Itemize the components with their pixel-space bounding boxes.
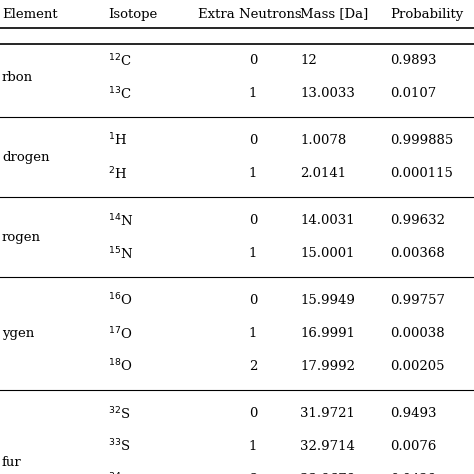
Text: 14.0031: 14.0031	[300, 214, 355, 227]
Text: 13.0033: 13.0033	[300, 87, 355, 100]
Text: 12: 12	[300, 54, 317, 67]
Text: 0: 0	[249, 214, 257, 227]
Text: $^{17}$O: $^{17}$O	[108, 325, 132, 342]
Text: $^{12}$C: $^{12}$C	[108, 52, 132, 69]
Text: Element: Element	[2, 8, 58, 20]
Text: 2: 2	[249, 360, 257, 373]
Text: 1: 1	[249, 87, 257, 100]
Text: 33.9679: 33.9679	[300, 473, 355, 474]
Text: 0: 0	[249, 134, 257, 147]
Text: 0.00368: 0.00368	[390, 247, 445, 260]
Text: $^{13}$C: $^{13}$C	[108, 85, 132, 102]
Text: 1: 1	[249, 167, 257, 180]
Text: $^{34}$S: $^{34}$S	[108, 471, 130, 474]
Text: Probability: Probability	[390, 8, 463, 20]
Text: $^{1}$H: $^{1}$H	[108, 132, 127, 149]
Text: 0: 0	[249, 407, 257, 420]
Text: 1: 1	[249, 247, 257, 260]
Text: $^{14}$N: $^{14}$N	[108, 212, 133, 229]
Text: 0.0107: 0.0107	[390, 87, 436, 100]
Text: $^{2}$H: $^{2}$H	[108, 165, 127, 182]
Text: Mass [Da]: Mass [Da]	[300, 8, 368, 20]
Text: 2.0141: 2.0141	[300, 167, 346, 180]
Text: 1: 1	[249, 327, 257, 340]
Text: 0.999885: 0.999885	[390, 134, 453, 147]
Text: $^{16}$O: $^{16}$O	[108, 292, 132, 309]
Text: 2: 2	[249, 473, 257, 474]
Text: 0.0076: 0.0076	[390, 440, 437, 453]
Text: rogen: rogen	[2, 230, 41, 244]
Text: 0.9493: 0.9493	[390, 407, 437, 420]
Text: 0.9893: 0.9893	[390, 54, 437, 67]
Text: 0.99632: 0.99632	[390, 214, 445, 227]
Text: 1.0078: 1.0078	[300, 134, 346, 147]
Text: $^{18}$O: $^{18}$O	[108, 358, 132, 375]
Text: 0: 0	[249, 54, 257, 67]
Text: 1: 1	[249, 440, 257, 453]
Text: $^{32}$S: $^{32}$S	[108, 405, 130, 422]
Text: rbon: rbon	[2, 71, 33, 83]
Text: 16.9991: 16.9991	[300, 327, 355, 340]
Text: $^{33}$S: $^{33}$S	[108, 438, 130, 455]
Text: 0.00038: 0.00038	[390, 327, 445, 340]
Text: ygen: ygen	[2, 327, 34, 340]
Text: 17.9992: 17.9992	[300, 360, 355, 373]
Text: 0.000115: 0.000115	[390, 167, 453, 180]
Text: 0.99757: 0.99757	[390, 294, 445, 307]
Text: 0.00205: 0.00205	[390, 360, 445, 373]
Text: 15.0001: 15.0001	[300, 247, 355, 260]
Text: 31.9721: 31.9721	[300, 407, 355, 420]
Text: Extra Neutrons: Extra Neutrons	[198, 8, 301, 20]
Text: drogen: drogen	[2, 151, 49, 164]
Text: 15.9949: 15.9949	[300, 294, 355, 307]
Text: 32.9714: 32.9714	[300, 440, 355, 453]
Text: fur: fur	[2, 456, 22, 470]
Text: 0: 0	[249, 294, 257, 307]
Text: Isotope: Isotope	[108, 8, 157, 20]
Text: $^{15}$N: $^{15}$N	[108, 245, 133, 262]
Text: 0.0429: 0.0429	[390, 473, 436, 474]
